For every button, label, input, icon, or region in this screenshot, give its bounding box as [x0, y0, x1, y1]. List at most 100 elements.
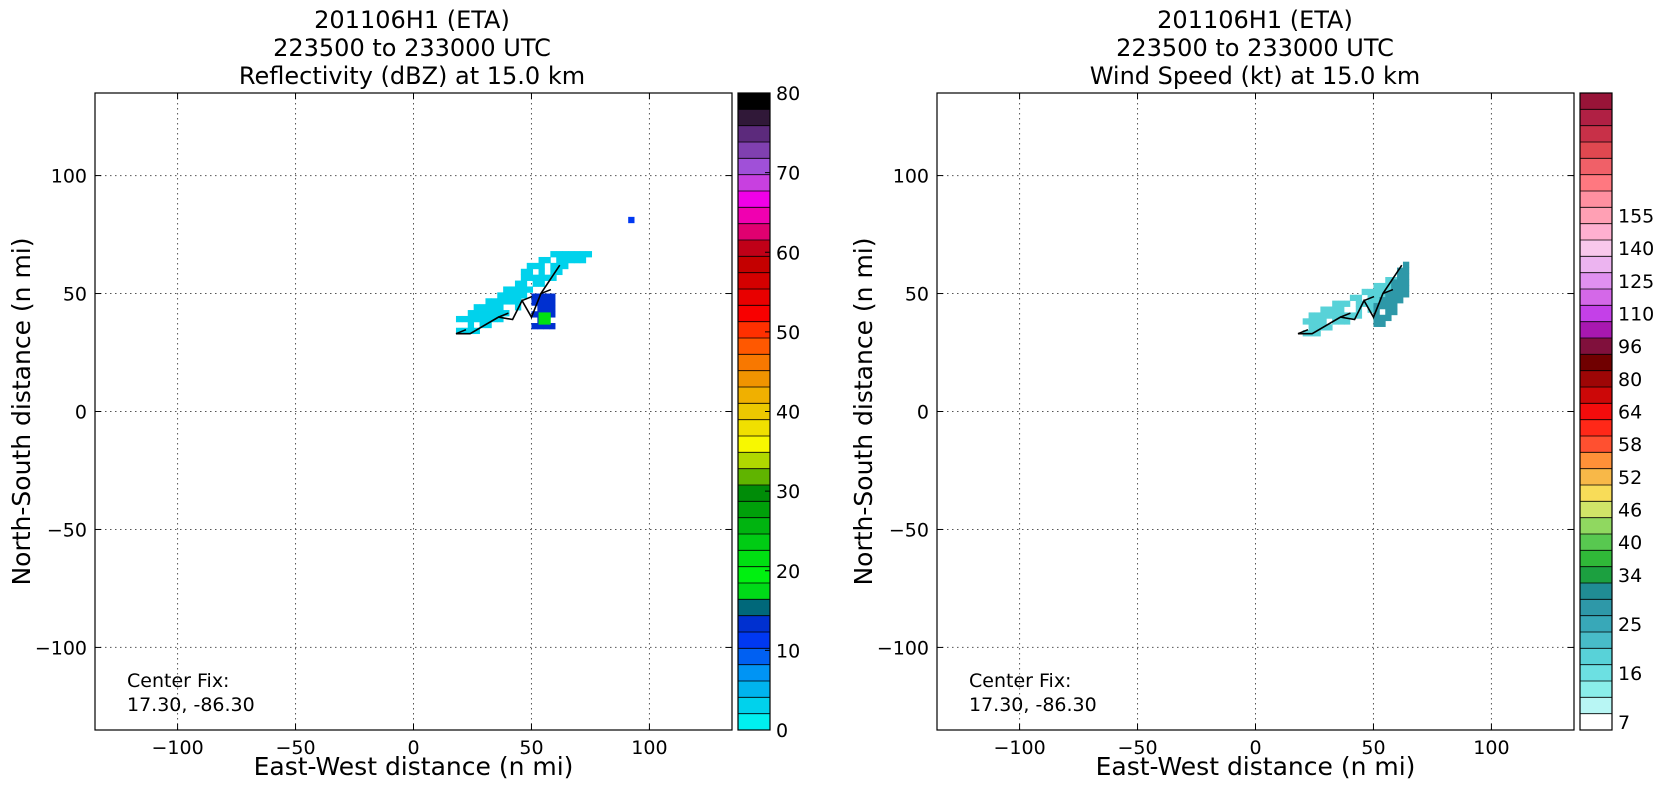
- colorbar-swatch: [1580, 207, 1612, 224]
- colorbar-tick-label: 16: [1618, 663, 1642, 685]
- echo-pixel: [573, 256, 581, 264]
- wind-pixel: [1402, 261, 1410, 268]
- colorbar-swatch: [1580, 583, 1612, 600]
- chart-title-line: 223500 to 233000 UTC: [273, 34, 551, 62]
- colorbar-swatch: [1580, 240, 1612, 257]
- chart-title-line: Wind Speed (kt) at 15.0 km: [1090, 62, 1421, 90]
- colorbar-swatch: [1580, 289, 1612, 306]
- colorbar-swatch: [1580, 599, 1612, 616]
- echo-pixel: [473, 315, 480, 323]
- colorbar-swatch: [1580, 550, 1612, 567]
- x-tick-label: 100: [631, 737, 667, 759]
- echo-pixel: [473, 310, 480, 317]
- echo-pixel: [537, 323, 544, 330]
- colorbar-swatch: [738, 256, 770, 273]
- colorbar-swatch: [738, 207, 770, 224]
- y-axis-label: North-South distance (n mi): [7, 237, 36, 585]
- colorbar-swatch: [1580, 517, 1612, 535]
- wind-pixel: [1379, 297, 1386, 304]
- wind-pixel: [1373, 302, 1380, 310]
- colorbar-swatch: [738, 354, 770, 371]
- wind-pixel: [1397, 267, 1404, 274]
- echo-pixel: [520, 280, 528, 287]
- colorbar-tick-label: 46: [1618, 500, 1642, 522]
- wind-pixel: [1391, 291, 1398, 298]
- echo-pixel: [473, 327, 480, 335]
- colorbar-swatch: [1580, 468, 1612, 486]
- wind-pixel: [1308, 312, 1315, 319]
- wind-pixel: [1349, 312, 1357, 319]
- x-tick-label: −50: [275, 737, 315, 759]
- colorbar-tick-label: 50: [776, 322, 800, 344]
- colorbar-swatch: [1580, 615, 1612, 633]
- echo-pixel: [467, 327, 475, 335]
- colorbar-swatch: [738, 125, 770, 143]
- flight-track: [1297, 264, 1403, 335]
- echo-pixel: [455, 315, 463, 323]
- colorbar-swatch: [738, 697, 770, 714]
- wind-pixel: [1397, 285, 1404, 292]
- echo-pixel: [526, 268, 534, 276]
- echo-pixel: [538, 256, 545, 264]
- wind-pixel: [1308, 318, 1315, 325]
- wind-barb: [498, 312, 509, 318]
- panel-1: 201106H1 (ETA)223500 to 233000 UTCReflec…: [7, 6, 800, 781]
- y-tick-label: 100: [51, 166, 87, 188]
- echo-pixel: [573, 251, 581, 258]
- colorbar-swatch: [738, 93, 770, 110]
- wind-pixel: [1367, 288, 1374, 296]
- x-tick-label: 50: [1361, 737, 1385, 759]
- echo-pixel: [538, 312, 545, 319]
- x-tick-label: −100: [993, 737, 1045, 759]
- echo-pixel: [550, 268, 557, 276]
- echo-pixel: [537, 293, 544, 300]
- y-axis-label: North-South distance (n mi): [849, 237, 878, 585]
- echo-pixel: [543, 293, 550, 300]
- echo-pixel: [532, 274, 539, 281]
- wind-pixel: [1373, 282, 1380, 290]
- wind-pixel: [1326, 312, 1333, 319]
- colorbar-swatch: [1580, 713, 1612, 731]
- echo-pixel: [549, 299, 556, 306]
- echo-pixel: [491, 304, 498, 311]
- wind-pixel: [1373, 320, 1380, 327]
- colorbar-tick-label: 20: [776, 561, 800, 583]
- echo-pixel: [531, 311, 538, 318]
- wind-pixel: [1367, 300, 1374, 307]
- echo-pixel: [543, 323, 550, 330]
- colorbar-tick-label: 34: [1618, 565, 1642, 587]
- y-tick-label: 50: [905, 284, 929, 306]
- echo-pixel: [503, 292, 510, 299]
- colorbar-swatch: [738, 223, 770, 241]
- wind-pixel: [1373, 314, 1380, 322]
- colorbar-swatch: [1580, 387, 1612, 404]
- wind-pixel: [1402, 279, 1410, 286]
- chart-title-line: 201106H1 (ETA): [1157, 6, 1353, 34]
- echo-pixel: [532, 262, 539, 270]
- wind-pixel: [1343, 300, 1351, 307]
- colorbar-swatch: [738, 713, 770, 731]
- colorbar-tick-label: 140: [1618, 238, 1654, 260]
- colorbar-swatch: [738, 550, 770, 567]
- colorbar-swatch: [1580, 223, 1612, 241]
- center-fix-value: 17.30, -86.30: [969, 694, 1097, 716]
- colorbar-swatch: [738, 468, 770, 486]
- x-tick-label: 100: [1473, 737, 1509, 759]
- colorbar-swatch: [1580, 142, 1612, 159]
- echo-pixel: [538, 268, 545, 276]
- wind-pixel: [1397, 273, 1404, 280]
- colorbar-swatch: [738, 387, 770, 404]
- wind-pixel: [1373, 294, 1380, 302]
- wind-pixel: [1379, 282, 1386, 290]
- echo-pixel: [497, 310, 504, 317]
- echo-pixel: [467, 315, 475, 323]
- wind-pixel: [1355, 312, 1363, 319]
- data-field: [455, 216, 635, 335]
- colorbar-swatch: [1580, 125, 1612, 143]
- wind-pixel: [1379, 288, 1386, 296]
- colorbar-swatch: [1580, 338, 1612, 355]
- wind-pixel: [1373, 288, 1380, 296]
- echo-pixel: [520, 292, 528, 299]
- echo-pixel: [568, 256, 575, 264]
